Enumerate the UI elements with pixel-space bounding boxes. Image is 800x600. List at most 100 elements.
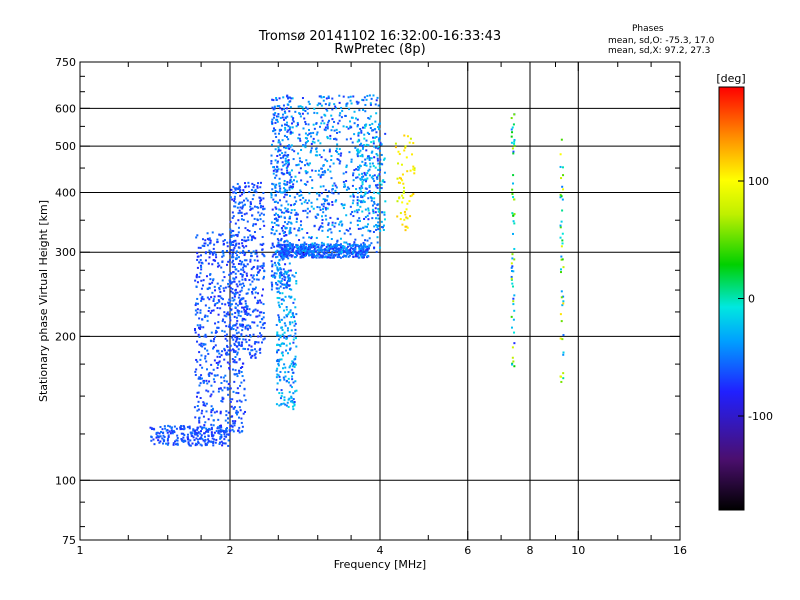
data-point (212, 279, 215, 282)
data-point (281, 329, 284, 332)
data-point (377, 210, 380, 213)
data-point (251, 235, 254, 238)
data-point (241, 275, 244, 278)
data-point (291, 254, 294, 257)
data-point (374, 136, 377, 139)
data-point (259, 199, 262, 202)
data-point (232, 407, 235, 410)
data-point (292, 365, 295, 368)
data-point (371, 208, 374, 211)
data-point (291, 321, 294, 324)
data-point (242, 323, 245, 326)
data-point (334, 105, 337, 108)
data-point (198, 351, 201, 354)
data-point (233, 265, 236, 268)
data-point (381, 163, 384, 166)
data-point (212, 424, 215, 427)
data-point (348, 187, 351, 190)
data-point (294, 256, 297, 259)
data-point (383, 211, 386, 214)
data-point (293, 179, 296, 182)
data-point (288, 279, 291, 282)
data-point (204, 438, 207, 441)
data-point (331, 97, 334, 100)
data-point (510, 135, 513, 138)
data-point (358, 166, 361, 169)
data-point (276, 331, 279, 334)
data-point (310, 149, 313, 152)
data-point (347, 249, 350, 252)
data-point (330, 129, 333, 132)
data-point (351, 141, 354, 144)
data-point (288, 147, 291, 150)
data-point (202, 298, 205, 301)
data-point (259, 265, 262, 268)
data-point (291, 249, 294, 252)
data-point (249, 260, 252, 263)
data-point (230, 282, 233, 285)
data-point (239, 251, 242, 254)
data-point (218, 352, 221, 355)
data-point (191, 435, 194, 438)
data-point (295, 200, 298, 203)
data-point (373, 200, 376, 203)
data-point (242, 204, 245, 207)
data-point (197, 333, 200, 336)
data-point (242, 249, 245, 252)
data-point (352, 252, 355, 255)
data-point (400, 163, 403, 166)
data-point (279, 334, 282, 337)
data-point (161, 437, 164, 440)
data-point (181, 439, 184, 442)
data-point (277, 132, 280, 135)
data-point (352, 215, 355, 218)
data-point (272, 198, 275, 201)
data-point (338, 131, 341, 134)
data-point (298, 171, 301, 174)
data-point (233, 191, 236, 194)
data-point (290, 386, 293, 389)
data-point (199, 364, 202, 367)
data-point (298, 194, 301, 197)
data-point (351, 245, 354, 248)
data-point (361, 178, 364, 181)
data-point (373, 202, 376, 205)
data-point (221, 444, 224, 447)
data-point (364, 225, 367, 228)
data-point (300, 148, 303, 151)
data-point (406, 217, 409, 220)
data-point (338, 253, 341, 256)
data-point (363, 171, 366, 174)
data-point (272, 166, 275, 169)
data-point (409, 215, 412, 218)
data-point (230, 249, 233, 252)
data-point (287, 274, 290, 277)
data-point (318, 193, 321, 196)
data-point (280, 256, 283, 259)
data-point (285, 244, 288, 247)
data-point (197, 408, 200, 411)
data-point (333, 103, 336, 106)
data-point (312, 207, 315, 210)
data-point (235, 233, 238, 236)
data-point (402, 186, 405, 189)
data-point (283, 378, 286, 381)
data-point (256, 302, 259, 305)
data-point (219, 295, 222, 298)
data-point (295, 282, 298, 285)
data-point (359, 155, 362, 158)
data-point (343, 245, 346, 248)
phase-info-x: mean, sd,X: 97.2, 27.3 (608, 46, 710, 56)
data-point (285, 251, 288, 254)
y-tick-label: 400 (55, 186, 76, 199)
data-point (295, 211, 298, 214)
data-point (367, 169, 370, 172)
data-point (163, 435, 166, 438)
data-point (231, 313, 234, 316)
data-point (363, 133, 366, 136)
data-point (237, 256, 240, 259)
data-point (244, 399, 247, 402)
data-point (212, 299, 215, 302)
data-point (373, 246, 376, 249)
